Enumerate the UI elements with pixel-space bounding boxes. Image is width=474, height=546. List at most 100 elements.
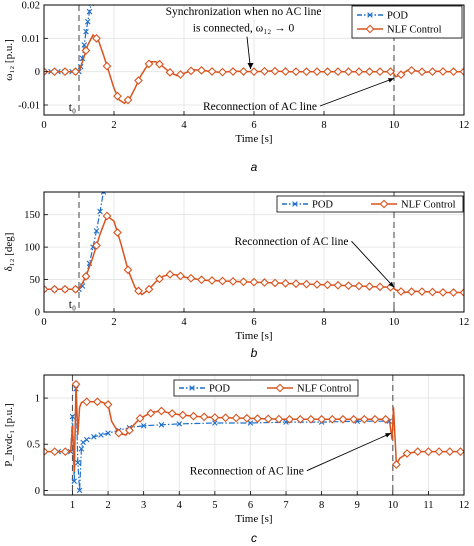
x-tick-label: 0 [41,120,46,131]
series-nlf-marker [60,284,70,294]
series-nlf-marker [93,397,102,407]
series-nlf-marker [270,278,280,288]
series-nlf-marker [207,67,217,76]
series-nlf-marker [438,67,448,76]
legend-swatch-marker [367,12,373,18]
annotation-arrowhead [385,433,392,438]
series-nlf-marker [438,288,448,297]
series-nlf-marker [146,408,156,418]
series-pod-marker [97,208,103,215]
series-nlf-marker [60,447,70,456]
y-axis-label: ω₁₂ [p.u.] [3,39,15,81]
series-nlf-marker [260,66,269,76]
series-nlf-marker [167,409,177,418]
series-nlf-marker [92,241,101,250]
x-axis-label: Time [s] [235,133,272,145]
series-nlf-marker [344,67,353,77]
legend-label-pod: POD [209,384,230,395]
series-nlf-marker [123,265,133,275]
series-pod-marker [100,192,107,195]
legend: POD NLF Control [276,195,464,213]
series-nlf-marker [312,280,322,289]
series-nlf-marker [281,67,290,76]
series-nlf-marker [302,279,311,289]
series-nlf-marker [135,414,145,423]
legend-label-nlf: NLF Control [387,25,442,36]
legend-swatch-marker [292,201,298,207]
series-nlf-marker [391,460,401,469]
series-pod-marker [140,422,147,429]
series-nlf-marker [44,284,49,294]
series-nlf-marker [134,76,143,85]
series-nlf-marker [323,280,332,290]
series-nlf-marker [317,414,327,424]
series-nlf-marker [263,414,273,424]
series-nlf-marker [428,67,437,77]
x-tick-label: 2 [111,120,116,131]
x-tick-label: 12 [459,500,470,511]
series-nlf-marker [178,410,188,420]
y-tick-label: -0.01 [18,101,40,112]
x-tick-label: 2 [105,500,110,511]
series-nlf-marker [125,426,134,435]
x-tick-label: 3 [141,500,146,511]
series-nlf-marker [71,284,80,294]
series-nlf-marker [239,67,248,76]
annotation-arrowhead [247,63,254,69]
series-nlf-marker [123,95,133,105]
series-pod-marker [212,420,218,426]
series-nlf-marker [231,413,241,423]
series-pod-marker [76,487,83,494]
y-axis-label: P_hvdc₁ [p.u.] [3,403,15,466]
series-nlf-marker [312,67,322,77]
x-tick-label: 12 [459,317,470,328]
series-nlf-marker [302,67,311,77]
plot-area [44,379,464,494]
x-tick-label: 8 [321,120,326,131]
legend-label-pod: POD [312,200,333,211]
series-pod-marker [105,430,111,436]
x-tick-label: 5 [212,500,217,511]
series-nlf-marker [249,67,259,77]
legend-label-nlf: NLF Control [297,384,352,395]
series-nlf-marker [456,447,464,456]
x-axis-label: Time [s] [235,330,272,342]
series-nlf-marker [71,379,81,389]
x-tick-label: 6 [251,317,256,328]
x-tick-label: 10 [389,317,400,328]
x-tick-label: 4 [177,500,183,511]
x-tick-label: 2 [111,317,116,328]
series-nlf-marker [81,271,91,281]
series-nlf-marker [417,287,427,296]
series-nlf-marker [249,277,259,287]
series-nlf-marker [396,287,406,296]
legend: POD NLF Control [351,5,463,39]
series-nlf-marker [338,414,348,424]
plot-area [44,5,464,105]
series-nlf-marker [199,412,209,422]
x-tick-label: 11 [423,500,433,511]
annotation-text: Reconnection of AC line [234,236,348,248]
x-tick-label: 6 [251,120,256,131]
panel-caption: a [251,160,258,174]
series-nlf-marker [81,46,91,55]
legend-swatch-marker [365,24,375,34]
series-nlf-marker [445,447,455,456]
series-nlf-marker [260,278,269,287]
series-nlf-marker [155,274,164,284]
series-nlf-marker [413,447,423,456]
y-tick-label: 1 [35,394,40,405]
annotation-arrowhead [388,78,394,83]
series-nlf-marker [176,271,185,281]
series-nlf-marker [218,67,227,77]
series-nlf-marker [113,91,122,101]
series-pod-marker [84,18,91,25]
series-pod-marker [83,436,90,443]
series-nlf-marker [92,33,101,43]
series-nlf-marker [459,67,464,77]
series-nlf-marker [333,280,343,290]
series-nlf-marker [291,279,301,289]
series-nlf-marker [295,414,305,424]
legend-swatch-marker [275,383,285,393]
